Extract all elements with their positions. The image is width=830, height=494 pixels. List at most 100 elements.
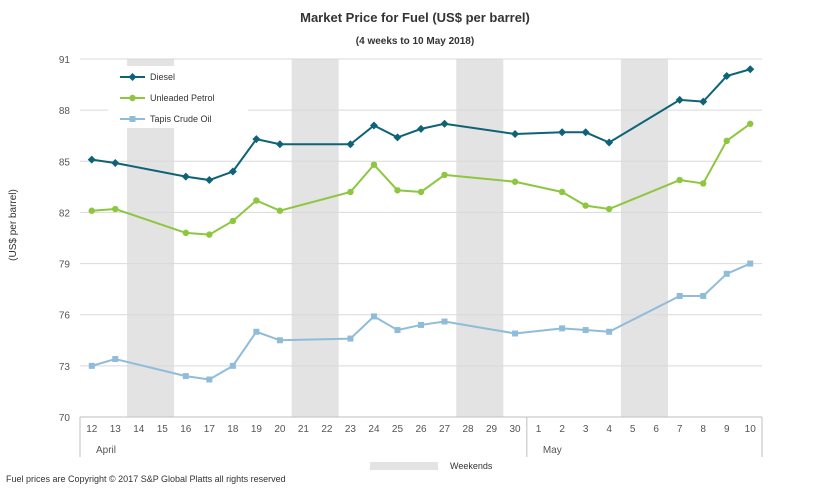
square-marker [676,292,683,299]
series-diesel [87,65,755,185]
square-marker [88,362,95,369]
chart-subtitle: (4 weeks to 10 May 2018) [356,36,474,47]
circle-marker [417,188,425,196]
diamond-marker [393,133,402,142]
circle-marker [182,229,190,237]
legend: Diesel Unleaded Petrol Tapis Crude Oil [108,66,248,128]
square-marker [723,270,730,277]
square-marker [206,376,213,383]
x-tick-label: 27 [439,424,451,435]
diamond-marker [87,155,96,164]
circle-marker [88,207,95,214]
circle-marker [206,231,213,238]
y-tick-label: 91 [59,55,71,66]
circle-marker [605,205,613,213]
weekend-legend-label: Weekends [450,461,493,471]
circle-marker [700,180,707,187]
square-marker [182,373,189,380]
weekend-band-3 [620,59,668,417]
x-tick-label: 25 [392,424,404,435]
series-unleaded-petrol [88,120,754,238]
diamond-marker [128,73,137,81]
diamond-marker [605,138,614,147]
y-tick-label: 76 [59,311,71,322]
legend-label: Unleaded Petrol [150,93,215,103]
circle-marker [441,171,448,179]
x-tick-label: 16 [180,424,192,435]
month-label: April [96,445,116,456]
series-lines [87,65,755,383]
diamond-marker [440,119,449,128]
diamond-marker [228,167,237,176]
x-tick-label: 28 [462,424,474,435]
series-line [91,262,751,381]
x-tick-label: 22 [321,424,333,435]
x-tick-label: 26 [415,424,427,435]
legend-item: Tapis Crude Oil [120,114,212,124]
y-tick-label: 85 [59,157,71,168]
x-tick-label: 13 [110,424,122,435]
x-tick-label: 6 [653,424,659,435]
square-marker [253,328,260,335]
square-marker [229,362,236,369]
x-tick-label: 17 [204,424,216,435]
x-tick-label: 4 [606,424,612,435]
diamond-marker [181,172,190,181]
weekend-legend: Weekends [370,461,493,471]
x-tick-label: 12 [86,424,98,435]
square-marker [747,260,754,267]
square-marker [606,328,613,335]
square-marker [700,292,707,299]
diamond-marker [205,176,214,185]
y-axis-label: (US$ per barrel) [8,189,19,261]
diamond-marker [558,128,567,137]
square-marker [370,313,377,320]
circle-marker [723,137,730,145]
square-marker [347,335,354,342]
diamond-marker [699,97,708,106]
grid-lines: 70 73 76 79 82 85 88 91 [59,55,762,424]
circle-marker [511,178,519,185]
circle-marker [229,217,237,225]
x-tick-label: 10 [745,424,757,435]
diamond-marker [252,135,261,144]
x-tick-label: 21 [298,424,310,435]
diamond-marker [581,128,590,137]
x-tick-label: 1 [536,424,542,435]
square-marker [276,337,283,344]
x-tick-label: 29 [486,424,498,435]
legend-item: Unleaded Petrol [120,93,215,103]
x-tick-label: 7 [677,424,683,435]
circle-marker [582,202,589,209]
square-marker [559,325,566,332]
x-tick-label: 5 [630,424,636,435]
x-tick-label: 14 [133,424,145,435]
diamond-marker [722,72,731,81]
x-tick-label: 30 [510,424,522,435]
square-marker [129,116,136,122]
weekend-band-1 [291,59,339,417]
y-tick-label: 79 [59,260,71,271]
weekend-legend-swatch [370,462,438,470]
legend-item: Diesel [120,72,175,82]
legend-label: Diesel [150,72,175,82]
square-marker [112,356,119,363]
square-marker [418,321,424,328]
diamond-marker [346,140,355,149]
x-tick-label: 20 [274,424,286,435]
x-tick-label: 15 [157,424,169,435]
diamond-marker [275,140,284,149]
x-tick-label: 2 [559,424,565,435]
y-tick-label: 73 [59,362,71,373]
x-tick-label: 24 [368,424,380,435]
circle-marker [747,120,754,127]
series-line [91,68,751,182]
circle-marker [129,94,136,102]
circle-marker [558,188,566,196]
circle-marker [276,207,284,214]
x-axis: 12 13 14 15 16 17 18 19 20 21 22 23 24 25 26 27 28 29 30 1 2… [79,416,763,457]
circle-marker [394,187,401,194]
copyright-footer: Fuel prices are Copyright © 2017 S&P Glo… [6,474,286,484]
square-marker [441,318,448,325]
